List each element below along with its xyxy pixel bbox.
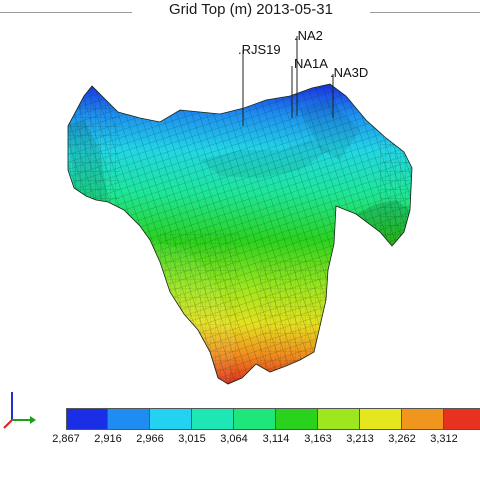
color-legend-swatch [108, 408, 150, 430]
color-legend-tick-label: 3,015 [178, 433, 206, 445]
well-na2-label: .NA2 [294, 28, 323, 43]
color-legend-tick-label: 2,916 [94, 433, 122, 445]
color-legend-swatch [360, 408, 402, 430]
axis-triad[interactable] [0, 384, 40, 434]
color-legend-swatch [444, 408, 480, 430]
color-legend-swatch [192, 408, 234, 430]
color-legend-swatch [150, 408, 192, 430]
color-legend-swatch [66, 408, 108, 430]
grid-surface [67, 83, 413, 385]
color-legend-tick-label: 3,114 [262, 433, 290, 445]
x-axis-arrow-icon [30, 416, 36, 424]
page-title: Grid Top (m) 2013-05-31 [169, 1, 333, 18]
color-legend-tick-label: 3,312 [430, 433, 458, 445]
color-legend-tick-label: 3,213 [346, 433, 374, 445]
y-axis-line [3, 419, 13, 429]
color-legend-tick-label: 2,867 [52, 433, 80, 445]
well-na3d[interactable]: .NA3D [330, 65, 368, 118]
color-legend-tick-label: 2,966 [136, 433, 164, 445]
title-rule-right [370, 12, 480, 13]
well-na2[interactable]: .NA2 [294, 28, 323, 116]
color-legend-tick-label: 3,163 [304, 433, 332, 445]
color-legend [66, 408, 480, 430]
well-rjs19[interactable]: .RJS19 [238, 42, 281, 126]
title-bar: Grid Top (m) 2013-05-31 [0, 0, 480, 24]
color-legend-swatch [234, 408, 276, 430]
color-legend-swatch [318, 408, 360, 430]
color-legend-tick-label: 3,262 [388, 433, 416, 445]
well-na1a[interactable]: NA1A [291, 56, 328, 118]
color-legend-tick-label: 3,064 [220, 433, 248, 445]
well-rjs19-label: .RJS19 [238, 42, 281, 57]
color-legend-swatch [276, 408, 318, 430]
title-rule-left [0, 12, 132, 13]
color-legend-swatch [402, 408, 444, 430]
well-na3d-label: .NA3D [330, 65, 368, 80]
well-na1a-label: NA1A [294, 56, 328, 71]
